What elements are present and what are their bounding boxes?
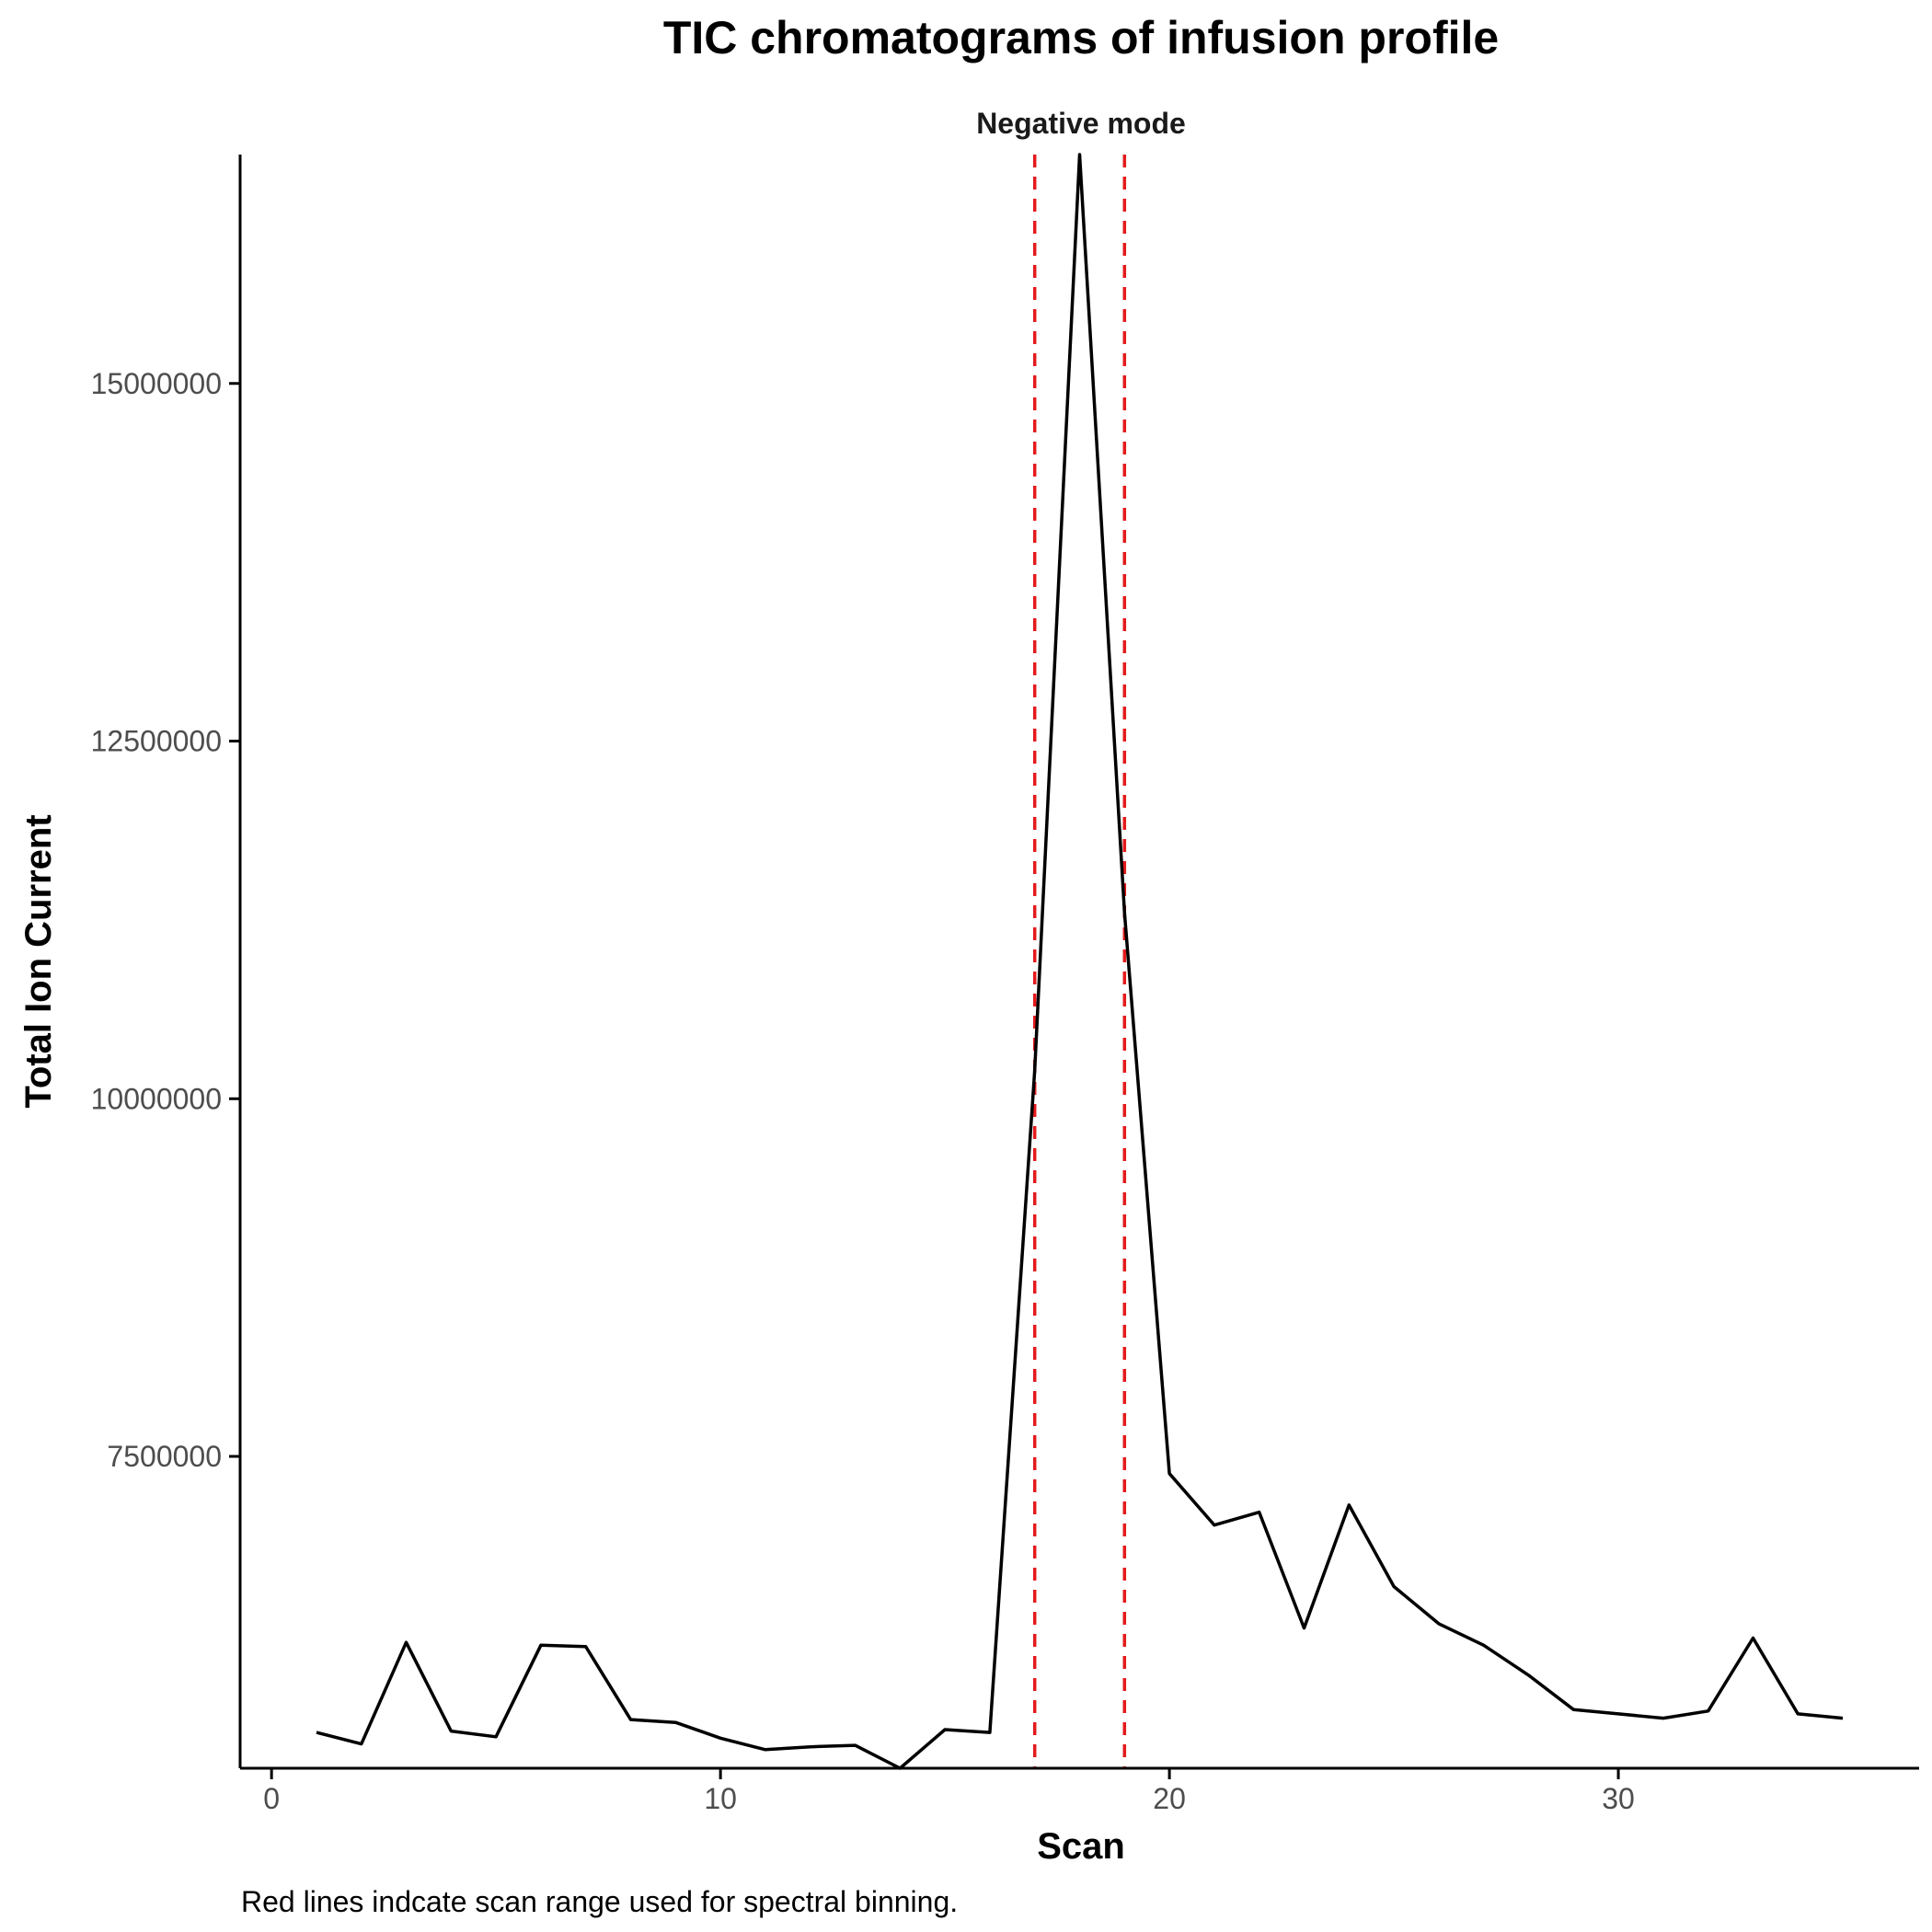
- x-ticks: 0 10 20 30: [263, 1768, 1635, 1815]
- chart-caption: Red lines indcate scan range used for sp…: [241, 1885, 958, 1918]
- x-tick-label-0: 0: [263, 1782, 280, 1815]
- y-ticks: 7500000 10000000 12500000 15000000: [91, 367, 240, 1473]
- y-tick-label-15000000: 15000000: [91, 367, 222, 400]
- y-tick-label-12500000: 12500000: [91, 725, 222, 758]
- x-tick-label-20: 20: [1153, 1782, 1186, 1815]
- series-line: [316, 153, 1844, 1770]
- plot-area: 0 10 20 30 7500000 10000000 12500000 15000000: [91, 153, 1919, 1815]
- reference-lines: [1032, 155, 1127, 1768]
- y-tick-label-7500000: 7500000: [107, 1440, 222, 1473]
- panel-label: Negative mode: [976, 107, 1186, 140]
- x-tick-label-30: 30: [1602, 1782, 1635, 1815]
- y-tick-label-10000000: 10000000: [91, 1082, 222, 1115]
- x-axis-label: Scan: [1037, 1826, 1125, 1867]
- x-tick-label-10: 10: [704, 1782, 737, 1815]
- y-axis-label: Total Ion Current: [18, 814, 59, 1108]
- chart-title: TIC chromatograms of infusion profile: [663, 12, 1499, 63]
